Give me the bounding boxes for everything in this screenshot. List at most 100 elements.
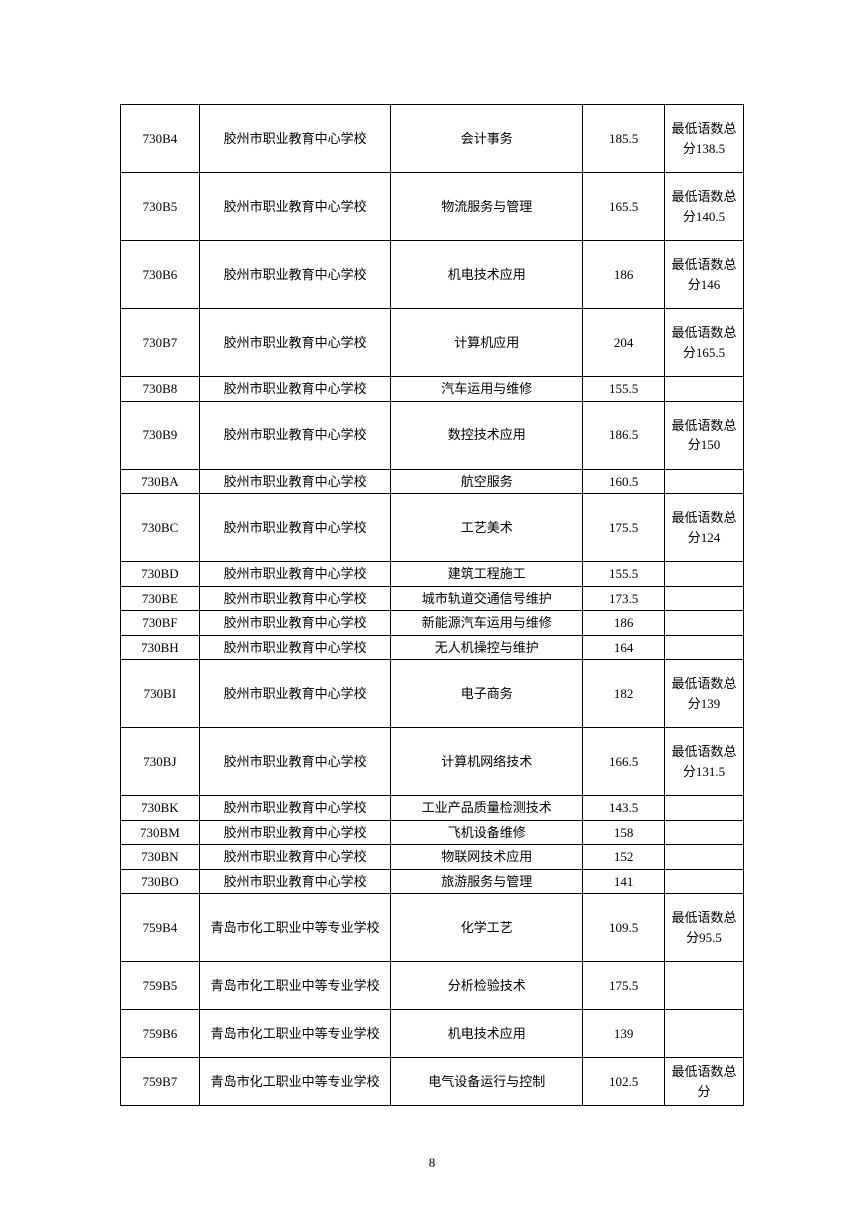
table-row: 730B4胶州市职业教育中心学校会计事务185.5最低语数总分138.5 [121,105,744,173]
cell-note [665,820,744,845]
table-row: 759B4青岛市化工职业中等专业学校化学工艺109.5最低语数总分95.5 [121,894,744,962]
cell-school: 胶州市职业教育中心学校 [199,635,391,660]
cell-school: 胶州市职业教育中心学校 [199,105,391,173]
cell-score: 152 [583,845,665,870]
cell-major: 机电技术应用 [391,241,583,309]
cell-school: 胶州市职业教育中心学校 [199,586,391,611]
cell-score: 166.5 [583,728,665,796]
cell-score: 139 [583,1010,665,1058]
table-row: 759B7青岛市化工职业中等专业学校电气设备运行与控制102.5最低语数总分 [121,1058,744,1106]
cell-score: 109.5 [583,894,665,962]
cell-note [665,1010,744,1058]
cell-score: 175.5 [583,962,665,1010]
cell-score: 175.5 [583,494,665,562]
table-row: 730B7胶州市职业教育中心学校计算机应用204最低语数总分165.5 [121,309,744,377]
cell-major: 城市轨道交通信号维护 [391,586,583,611]
table-row: 730BE胶州市职业教育中心学校城市轨道交通信号维护173.5 [121,586,744,611]
cell-score: 186 [583,241,665,309]
cell-note: 最低语数总分165.5 [665,309,744,377]
cell-major: 机电技术应用 [391,1010,583,1058]
cell-school: 胶州市职业教育中心学校 [199,845,391,870]
cell-score: 186.5 [583,401,665,469]
cell-score: 160.5 [583,469,665,494]
cell-code: 730BF [121,611,200,636]
table-row: 730B8胶州市职业教育中心学校汽车运用与维修155.5 [121,377,744,402]
cell-school: 青岛市化工职业中等专业学校 [199,1010,391,1058]
cell-code: 730BN [121,845,200,870]
cell-score: 158 [583,820,665,845]
table-row: 730BA胶州市职业教育中心学校航空服务160.5 [121,469,744,494]
table-row: 759B6青岛市化工职业中等专业学校机电技术应用139 [121,1010,744,1058]
cell-school: 胶州市职业教育中心学校 [199,869,391,894]
cell-code: 730BC [121,494,200,562]
cell-school: 胶州市职业教育中心学校 [199,469,391,494]
table-row: 730BN胶州市职业教育中心学校物联网技术应用152 [121,845,744,870]
cell-score: 164 [583,635,665,660]
cell-school: 胶州市职业教育中心学校 [199,611,391,636]
cell-code: 730B9 [121,401,200,469]
cell-note: 最低语数总分140.5 [665,173,744,241]
cell-school: 胶州市职业教育中心学校 [199,562,391,587]
cell-major: 数控技术应用 [391,401,583,469]
cell-score: 143.5 [583,796,665,821]
cell-school: 胶州市职业教育中心学校 [199,309,391,377]
cell-major: 航空服务 [391,469,583,494]
cell-major: 无人机操控与维护 [391,635,583,660]
cell-note: 最低语数总分150 [665,401,744,469]
cell-major: 电气设备运行与控制 [391,1058,583,1106]
cell-note: 最低语数总分131.5 [665,728,744,796]
cell-score: 155.5 [583,377,665,402]
cell-note [665,962,744,1010]
cell-score: 186 [583,611,665,636]
cell-note: 最低语数总分138.5 [665,105,744,173]
table-row: 730BC胶州市职业教育中心学校工艺美术175.5最低语数总分124 [121,494,744,562]
table-row: 730BD胶州市职业教育中心学校建筑工程施工155.5 [121,562,744,587]
cell-note [665,377,744,402]
cell-major: 会计事务 [391,105,583,173]
cell-score: 102.5 [583,1058,665,1106]
cell-note [665,469,744,494]
table-row: 730B6胶州市职业教育中心学校机电技术应用186最低语数总分146 [121,241,744,309]
cell-code: 730BJ [121,728,200,796]
cell-note [665,869,744,894]
cell-code: 759B5 [121,962,200,1010]
cell-note: 最低语数总分146 [665,241,744,309]
cell-score: 204 [583,309,665,377]
cell-school: 胶州市职业教育中心学校 [199,820,391,845]
table-row: 730BI胶州市职业教育中心学校电子商务182最低语数总分139 [121,660,744,728]
cell-school: 胶州市职业教育中心学校 [199,241,391,309]
cell-major: 旅游服务与管理 [391,869,583,894]
data-table: 730B4胶州市职业教育中心学校会计事务185.5最低语数总分138.5730B… [120,104,744,1106]
cell-score: 155.5 [583,562,665,587]
cell-score: 185.5 [583,105,665,173]
cell-school: 胶州市职业教育中心学校 [199,173,391,241]
cell-major: 计算机网络技术 [391,728,583,796]
cell-major: 电子商务 [391,660,583,728]
cell-code: 730BK [121,796,200,821]
cell-school: 青岛市化工职业中等专业学校 [199,894,391,962]
cell-note [665,586,744,611]
cell-code: 730B7 [121,309,200,377]
cell-major: 新能源汽车运用与维修 [391,611,583,636]
cell-score: 173.5 [583,586,665,611]
cell-code: 730BE [121,586,200,611]
cell-code: 730B6 [121,241,200,309]
cell-code: 730B4 [121,105,200,173]
cell-major: 分析检验技术 [391,962,583,1010]
cell-note [665,635,744,660]
table-row: 730BH胶州市职业教育中心学校无人机操控与维护164 [121,635,744,660]
cell-school: 胶州市职业教育中心学校 [199,796,391,821]
cell-major: 计算机应用 [391,309,583,377]
cell-major: 物联网技术应用 [391,845,583,870]
cell-score: 141 [583,869,665,894]
cell-note [665,796,744,821]
cell-major: 化学工艺 [391,894,583,962]
cell-score: 182 [583,660,665,728]
cell-note [665,562,744,587]
table-row: 730BF胶州市职业教育中心学校新能源汽车运用与维修186 [121,611,744,636]
cell-score: 165.5 [583,173,665,241]
cell-major: 工艺美术 [391,494,583,562]
cell-note: 最低语数总分95.5 [665,894,744,962]
table-row: 730BM胶州市职业教育中心学校飞机设备维修158 [121,820,744,845]
cell-major: 物流服务与管理 [391,173,583,241]
